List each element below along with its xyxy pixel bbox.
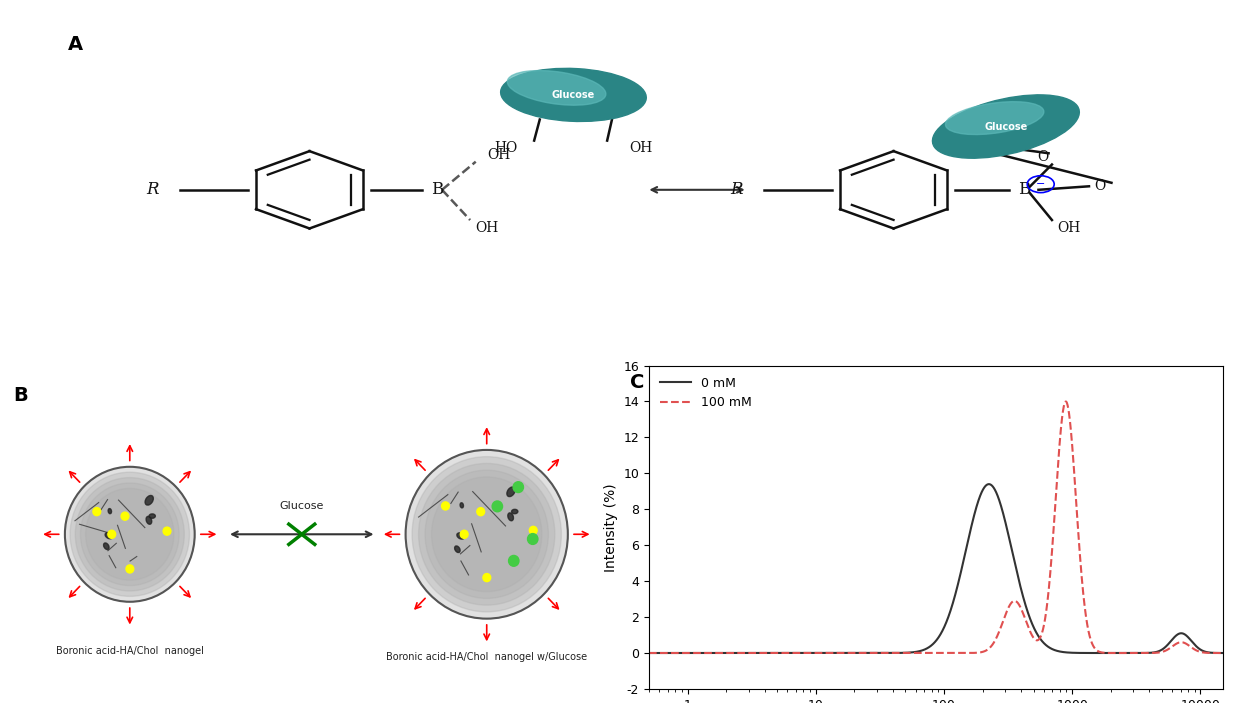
Text: R: R xyxy=(730,181,743,198)
Text: Boronic acid-HA/Chol  nanogel w/Glucose: Boronic acid-HA/Chol nanogel w/Glucose xyxy=(386,652,588,662)
Text: Boronic acid-HA/Chol  nanogel: Boronic acid-HA/Chol nanogel xyxy=(56,645,203,656)
Circle shape xyxy=(509,555,519,566)
Circle shape xyxy=(477,508,484,516)
Circle shape xyxy=(70,472,190,596)
0 mM xyxy=(981,480,996,489)
100 mM xyxy=(1015,607,1030,616)
Ellipse shape xyxy=(105,532,112,538)
Circle shape xyxy=(426,470,548,598)
100 mM xyxy=(1070,516,1085,524)
100 mM xyxy=(1058,397,1073,406)
Text: C: C xyxy=(630,373,645,392)
Circle shape xyxy=(92,508,101,516)
Circle shape xyxy=(528,534,538,544)
Ellipse shape xyxy=(454,546,461,553)
Circle shape xyxy=(513,482,523,493)
Ellipse shape xyxy=(457,533,464,539)
Circle shape xyxy=(529,527,537,534)
100 mM xyxy=(746,649,761,657)
Text: OH: OH xyxy=(629,141,653,155)
Circle shape xyxy=(126,565,134,573)
0 mM xyxy=(1216,649,1231,657)
Text: O: O xyxy=(1094,179,1106,193)
Ellipse shape xyxy=(508,70,605,105)
Text: OH: OH xyxy=(1057,221,1081,236)
Circle shape xyxy=(107,530,116,538)
100 mM xyxy=(986,639,1001,647)
0 mM xyxy=(1113,649,1128,657)
Text: Glucose: Glucose xyxy=(985,122,1027,131)
Text: A: A xyxy=(67,35,84,54)
Circle shape xyxy=(483,574,490,581)
Circle shape xyxy=(80,483,180,586)
Circle shape xyxy=(163,527,171,535)
Circle shape xyxy=(75,477,185,591)
100 mM xyxy=(1113,649,1128,657)
Ellipse shape xyxy=(946,102,1043,134)
Circle shape xyxy=(406,450,568,619)
Circle shape xyxy=(432,477,542,592)
Text: HO: HO xyxy=(494,141,518,155)
Text: B: B xyxy=(431,181,443,198)
Ellipse shape xyxy=(500,68,646,122)
0 mM xyxy=(746,649,761,657)
Circle shape xyxy=(65,467,195,602)
Ellipse shape xyxy=(507,487,515,496)
Text: B: B xyxy=(12,386,27,405)
Circle shape xyxy=(412,457,562,612)
Text: R: R xyxy=(146,181,158,198)
Ellipse shape xyxy=(512,510,518,514)
Text: Glucose: Glucose xyxy=(552,90,595,100)
Text: B: B xyxy=(1018,181,1031,198)
0 mM xyxy=(641,649,656,657)
Ellipse shape xyxy=(461,503,463,508)
100 mM xyxy=(641,649,656,657)
Ellipse shape xyxy=(149,514,155,518)
Circle shape xyxy=(492,501,503,512)
Circle shape xyxy=(121,512,129,520)
Ellipse shape xyxy=(104,543,109,550)
Ellipse shape xyxy=(146,517,152,524)
Ellipse shape xyxy=(145,496,154,505)
Y-axis label: Intensity (%): Intensity (%) xyxy=(604,483,618,572)
Line: 100 mM: 100 mM xyxy=(649,401,1223,653)
0 mM xyxy=(1015,590,1030,598)
Circle shape xyxy=(442,502,449,510)
Text: Glucose: Glucose xyxy=(280,501,324,510)
100 mM xyxy=(861,649,876,657)
0 mM xyxy=(986,483,1001,491)
Ellipse shape xyxy=(932,95,1080,158)
Circle shape xyxy=(86,489,173,580)
Text: OH: OH xyxy=(487,148,510,162)
Ellipse shape xyxy=(508,513,513,521)
Text: OH: OH xyxy=(475,221,499,236)
Legend: 0 mM, 100 mM: 0 mM, 100 mM xyxy=(655,372,758,414)
0 mM xyxy=(1070,649,1085,657)
0 mM xyxy=(861,649,876,657)
Ellipse shape xyxy=(109,508,111,514)
Line: 0 mM: 0 mM xyxy=(649,484,1223,653)
Circle shape xyxy=(461,530,468,538)
Text: −: − xyxy=(1036,179,1046,189)
Circle shape xyxy=(418,463,555,605)
Text: O: O xyxy=(1037,150,1048,164)
100 mM xyxy=(1216,649,1231,657)
